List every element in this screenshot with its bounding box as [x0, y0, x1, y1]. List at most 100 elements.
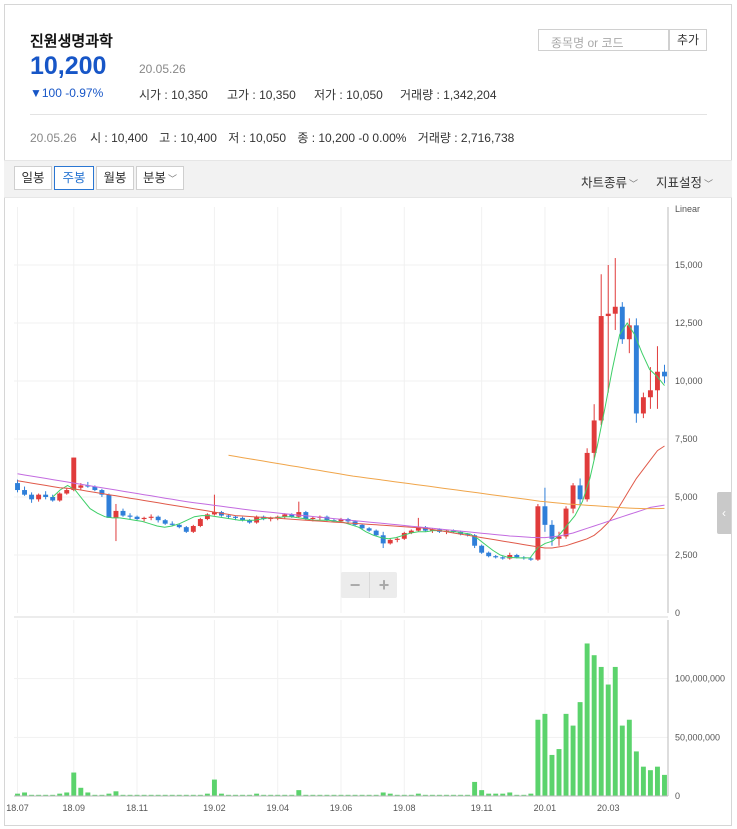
current-price: 10,200: [30, 52, 107, 80]
volume-bar: [415, 793, 421, 796]
volume-bar: [408, 794, 414, 796]
volume-bar: [127, 794, 133, 796]
candle-body: [486, 552, 492, 557]
volume-bar: [141, 794, 147, 796]
volume-bar: [612, 666, 618, 796]
summary-volume: 거래량 : 2,716,738: [417, 131, 515, 145]
volume-bar: [640, 766, 646, 796]
volume-bar: [155, 794, 161, 796]
volume-bar: [535, 719, 541, 796]
volume-bar: [148, 794, 154, 796]
volume-bar: [598, 666, 604, 796]
volume-tick-label: 100,000,000: [675, 674, 725, 684]
volume-bar: [204, 793, 210, 796]
candle-body: [549, 524, 555, 539]
candle-body: [127, 515, 133, 517]
candle-body: [415, 527, 421, 531]
summary-close: 종 : 10,200 -0 0.00%: [297, 131, 407, 145]
volume-bar: [247, 794, 253, 796]
candle-body: [507, 555, 513, 559]
candle-body: [619, 306, 625, 340]
volume-bar: [233, 794, 238, 796]
volume-bar: [289, 794, 295, 796]
candle-body: [408, 530, 414, 533]
time-tick-label: 19.06: [330, 803, 353, 813]
candle-body: [282, 514, 288, 517]
ohlc-summary: 20.05.26 시 : 10,400 고 : 10,400 저 : 10,05…: [30, 129, 522, 146]
price-tick-label: 7,500: [675, 434, 698, 444]
volume-bar: [57, 793, 63, 796]
volume-bar: [197, 794, 203, 796]
volume-bar: [472, 781, 478, 796]
volume-bar: [169, 794, 175, 796]
volume-bar: [29, 794, 35, 796]
volume-bar: [92, 794, 98, 796]
moving-average-ma60: [17, 473, 665, 539]
volume-bar: [120, 794, 126, 796]
time-tick-label: 20.03: [597, 803, 620, 813]
chart-type-menu[interactable]: 차트종류 ﹀: [581, 176, 639, 190]
volume-bar: [451, 794, 456, 796]
volume-bar: [261, 794, 267, 796]
candle-body: [640, 397, 646, 414]
volume-bar: [591, 655, 597, 796]
volume-bar: [226, 794, 231, 796]
candle-body: [528, 558, 534, 560]
candle-body: [183, 527, 189, 532]
candle-body: [233, 516, 238, 518]
candle-body: [373, 530, 379, 536]
moving-average-ma120: [228, 454, 665, 510]
price-tick-label: 5,000: [675, 492, 698, 502]
candle-body: [514, 555, 520, 558]
time-tick-label: 20.01: [534, 803, 557, 813]
indicator-menu[interactable]: 지표설정 ﹀: [656, 176, 714, 190]
tab-monthly[interactable]: 월봉: [96, 166, 134, 190]
volume-bar: [106, 793, 112, 796]
stat-low: 저가 : 10,050: [314, 88, 383, 102]
volume-bar: [556, 749, 562, 796]
volume-bar: [331, 794, 337, 796]
candle-body: [240, 517, 246, 521]
search-input[interactable]: 종목명 or 코드: [538, 29, 669, 51]
candle-body: [64, 490, 70, 494]
candle-body: [247, 520, 253, 523]
candle-body: [647, 390, 653, 398]
add-button[interactable]: 추가: [669, 29, 707, 51]
volume-bar: [366, 794, 372, 796]
volume-tick-label: 50,000,000: [675, 732, 720, 742]
candle-body: [289, 514, 295, 517]
tab-minute[interactable]: 분봉 ﹀: [136, 166, 184, 190]
candle-body: [148, 516, 154, 518]
zoom-out-button[interactable]: −: [349, 575, 361, 595]
volume-bar: [647, 770, 653, 796]
candle-body: [626, 325, 632, 340]
volume-bar: [240, 794, 246, 796]
volume-bar: [626, 719, 632, 796]
moving-average-ma20: [17, 445, 665, 549]
time-tick-label: 19.11: [471, 803, 493, 813]
candle-body: [169, 523, 175, 525]
volume-bar: [633, 751, 639, 796]
volume-bar: [401, 794, 407, 796]
volume-bar: [394, 794, 400, 796]
candle-body: [605, 313, 611, 317]
volume-bar: [36, 794, 42, 796]
tab-daily[interactable]: 일봉: [14, 166, 52, 190]
candle-body: [85, 485, 91, 487]
collapse-panel-handle[interactable]: ‹: [717, 492, 731, 534]
tab-weekly[interactable]: 주봉: [54, 166, 94, 190]
zoom-in-button[interactable]: +: [369, 572, 398, 598]
candle-body: [359, 524, 365, 529]
candle-body: [176, 524, 182, 528]
volume-bar: [22, 792, 28, 796]
candle-body: [380, 535, 386, 544]
volume-bar: [64, 792, 70, 796]
price-date: 20.05.26: [139, 62, 186, 76]
volume-bar: [211, 779, 217, 796]
candle-body: [633, 325, 639, 414]
time-tick-label: 18.07: [6, 803, 29, 813]
candle-body: [570, 485, 576, 509]
volume-bar: [338, 794, 344, 796]
volume-bar: [78, 787, 84, 796]
